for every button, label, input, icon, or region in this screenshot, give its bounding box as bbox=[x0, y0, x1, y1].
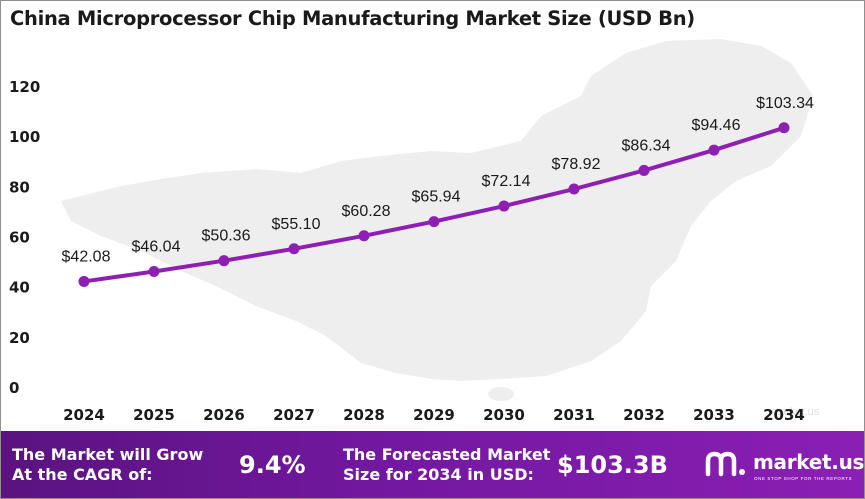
data-label: $60.28 bbox=[342, 203, 391, 220]
line-chart: market.us 0 20 40 60 80 100 120 2024 2025 2026 20… bbox=[9, 39, 820, 424]
data-point-marker bbox=[428, 216, 440, 228]
chart-title: China Microprocessor Chip Manufacturing … bbox=[10, 7, 695, 30]
data-label: $46.04 bbox=[132, 239, 181, 256]
data-label: $103.34 bbox=[756, 95, 814, 112]
data-point-marker bbox=[708, 144, 720, 156]
x-tick-label: 2028 bbox=[343, 406, 385, 424]
data-label: $42.08 bbox=[62, 248, 111, 265]
y-tick-label: 60 bbox=[9, 229, 30, 247]
x-tick-label: 2034 bbox=[763, 406, 805, 424]
x-tick-label: 2026 bbox=[203, 406, 245, 424]
x-tick-label: 2030 bbox=[483, 406, 525, 424]
cagr-value: 9.4% bbox=[239, 451, 306, 479]
data-label: $78.92 bbox=[552, 156, 601, 173]
y-tick-label: 20 bbox=[9, 329, 30, 347]
x-tick-label: 2025 bbox=[133, 406, 175, 424]
data-label: $65.94 bbox=[412, 189, 461, 206]
watermark-text: market.us bbox=[771, 406, 820, 418]
x-tick-label: 2029 bbox=[413, 406, 455, 424]
data-point-marker bbox=[358, 230, 370, 242]
data-point-marker bbox=[568, 183, 580, 195]
data-point-marker bbox=[218, 255, 230, 267]
data-point-marker bbox=[638, 164, 650, 176]
data-point-marker bbox=[498, 200, 510, 212]
x-tick-label: 2024 bbox=[63, 406, 105, 424]
x-tick-label: 2032 bbox=[623, 406, 665, 424]
data-point-marker bbox=[78, 275, 90, 287]
hainan-island-silhouette bbox=[488, 387, 514, 401]
data-label: $86.34 bbox=[622, 137, 671, 154]
y-tick-label: 40 bbox=[9, 279, 30, 297]
data-label: $94.46 bbox=[692, 117, 741, 134]
forecast-label: The Forecasted Market Size for 2034 in U… bbox=[343, 445, 551, 484]
y-tick-label: 120 bbox=[9, 78, 40, 96]
data-label: $55.10 bbox=[272, 216, 321, 233]
market-us-logo-icon bbox=[705, 451, 745, 477]
x-tick-label: 2031 bbox=[553, 406, 595, 424]
data-label: $72.14 bbox=[482, 173, 531, 190]
brand-name: market.us bbox=[753, 450, 865, 474]
forecast-value: $103.3B bbox=[557, 451, 668, 479]
data-point-marker bbox=[778, 122, 790, 134]
cagr-label: The Market will Grow At the CAGR of: bbox=[12, 445, 204, 484]
y-tick-label: 80 bbox=[9, 178, 30, 196]
footer-banner: The Market will Grow At the CAGR of: 9.4… bbox=[1, 431, 864, 498]
data-point-marker bbox=[148, 266, 160, 278]
x-tick-label: 2027 bbox=[273, 406, 315, 424]
data-label: $50.36 bbox=[202, 228, 251, 245]
china-map-silhouette bbox=[61, 39, 813, 381]
y-tick-label: 0 bbox=[9, 379, 19, 397]
x-tick-label: 2033 bbox=[693, 406, 735, 424]
brand-tagline: ONE STOP SHOP FOR THE REPORTS bbox=[754, 476, 853, 481]
y-tick-label: 100 bbox=[9, 128, 40, 146]
data-point-marker bbox=[288, 243, 300, 255]
